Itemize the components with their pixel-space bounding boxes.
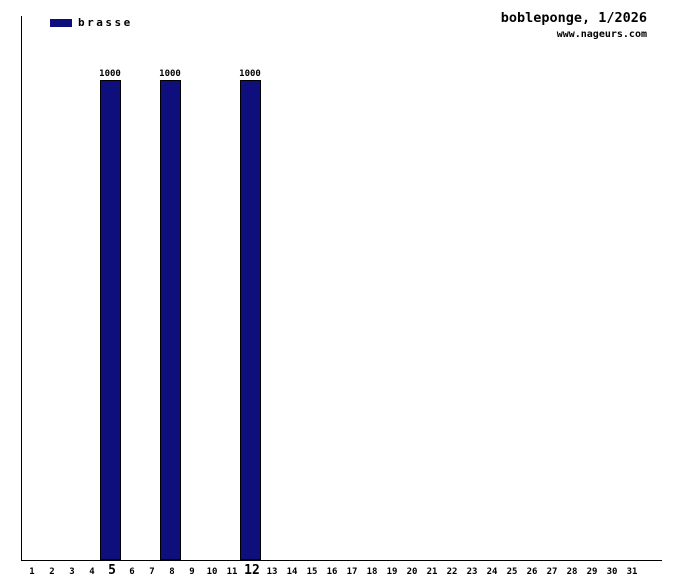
x-tick-label-2: 2 <box>49 567 55 577</box>
x-tick-label-30: 30 <box>606 567 618 577</box>
x-tick-label-9: 9 <box>189 567 195 577</box>
x-axis-line <box>21 560 662 561</box>
x-tick-label-4: 4 <box>89 567 95 577</box>
x-tick-label-29: 29 <box>586 567 598 577</box>
x-tick-label-25: 25 <box>506 567 518 577</box>
x-tick-label-19: 19 <box>386 567 398 577</box>
x-tick-label-28: 28 <box>566 567 578 577</box>
x-tick-label-6: 6 <box>129 567 135 577</box>
x-tick-label-8: 8 <box>169 567 175 577</box>
x-tick-label-14: 14 <box>286 567 298 577</box>
x-tick-label-3: 3 <box>69 567 75 577</box>
bar-day-8 <box>159 80 181 560</box>
bar-value-label-day-12: 1000 <box>239 69 261 79</box>
x-tick-label-5: 5 <box>108 563 116 578</box>
x-tick-label-18: 18 <box>366 567 378 577</box>
y-axis-line <box>21 16 22 561</box>
x-tick-label-23: 23 <box>466 567 478 577</box>
legend-swatch-brasse <box>50 19 72 27</box>
x-tick-label-12: 12 <box>244 563 260 578</box>
bar-day-12 <box>239 80 261 560</box>
x-tick-label-11: 11 <box>226 567 238 577</box>
x-tick-label-24: 24 <box>486 567 498 577</box>
bar-day-5 <box>99 80 121 560</box>
x-tick-label-27: 27 <box>546 567 558 577</box>
x-tick-label-31: 31 <box>626 567 638 577</box>
x-tick-label-7: 7 <box>149 567 155 577</box>
x-tick-label-10: 10 <box>206 567 218 577</box>
x-tick-label-21: 21 <box>426 567 438 577</box>
x-tick-label-26: 26 <box>526 567 538 577</box>
x-tick-label-13: 13 <box>266 567 278 577</box>
legend: brasse <box>50 17 133 29</box>
title-block: bobleponge, 1/2026 www.nageurs.com <box>501 11 647 41</box>
x-tick-label-20: 20 <box>406 567 418 577</box>
x-tick-label-16: 16 <box>326 567 338 577</box>
x-tick-label-1: 1 <box>29 567 35 577</box>
chart-title: bobleponge, 1/2026 <box>500 10 647 26</box>
x-tick-label-15: 15 <box>306 567 318 577</box>
x-axis-labels: 1 2 3 4 5 6 7 8 9 10 11 12 13 14 15 16 17 18 19 20 21 22 23 24 2… <box>22 564 652 579</box>
bar-value-label-day-8: 1000 <box>159 69 181 79</box>
x-tick-label-22: 22 <box>446 567 458 577</box>
x-tick-label-17: 17 <box>346 567 358 577</box>
legend-label: brasse <box>78 16 133 29</box>
site-watermark: www.nageurs.com <box>556 29 647 40</box>
bar-value-label-day-5: 1000 <box>99 69 121 79</box>
